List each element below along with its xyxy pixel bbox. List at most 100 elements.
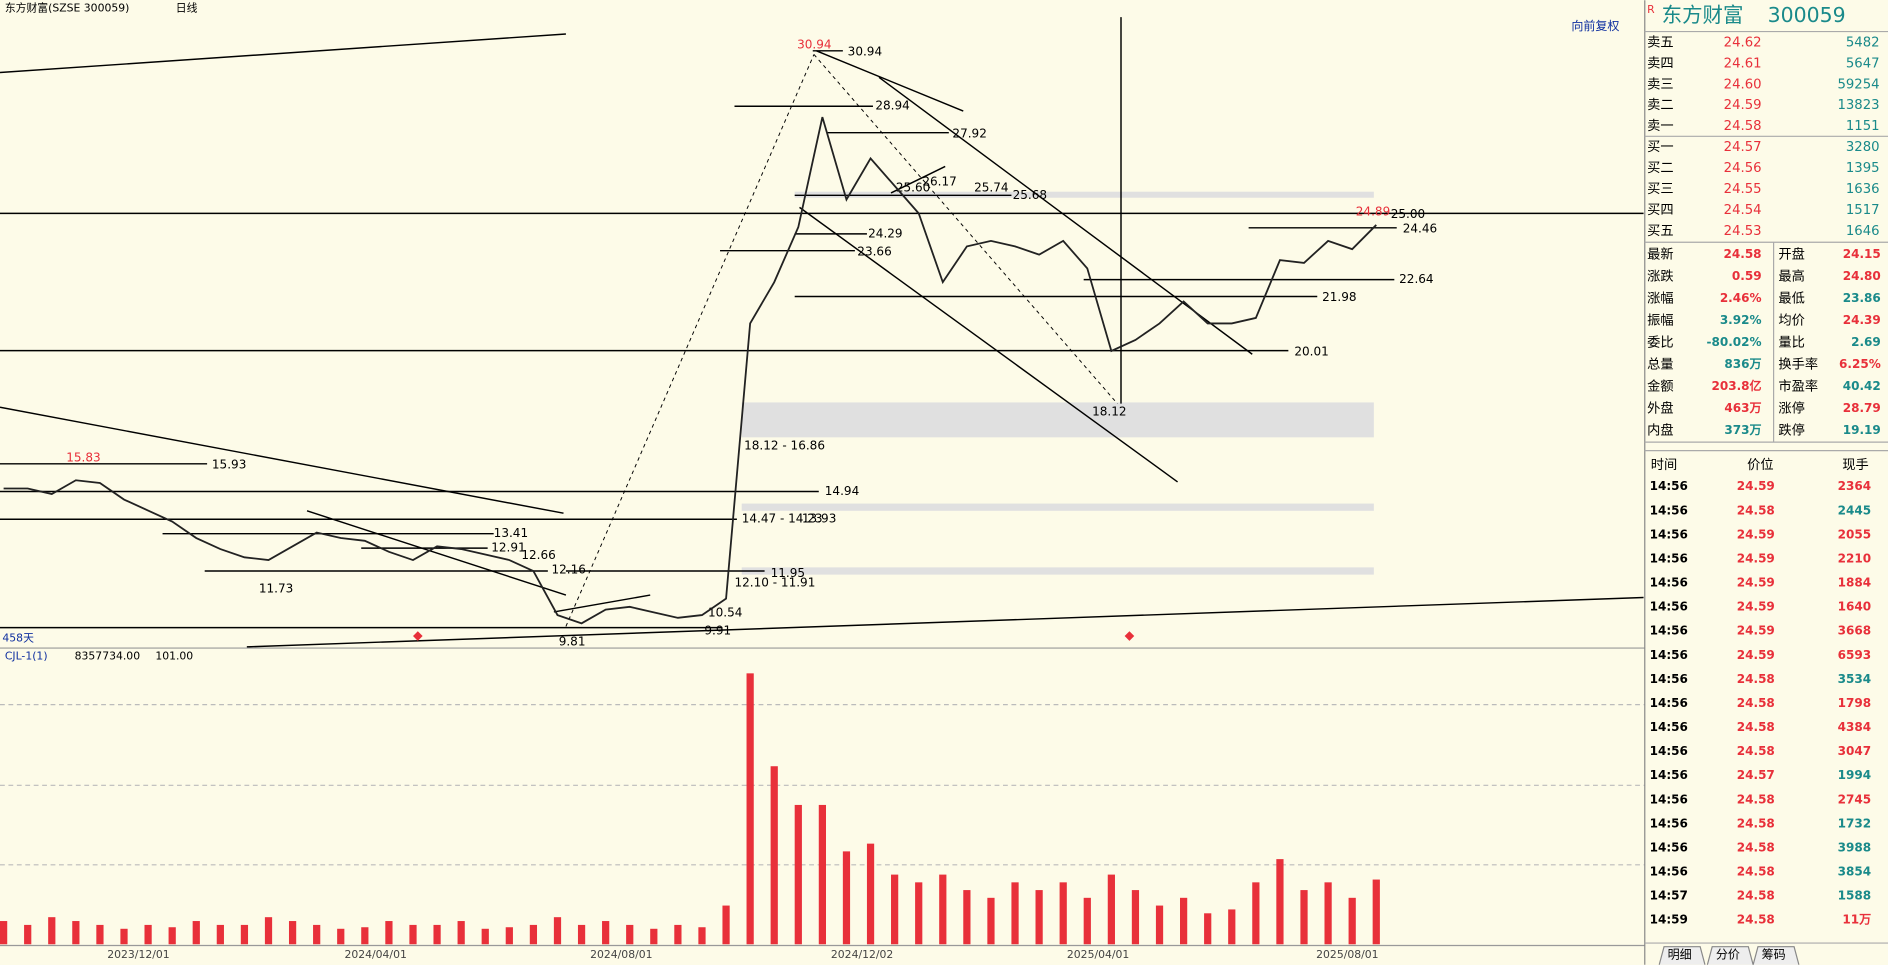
volume-bar (553, 917, 562, 945)
price-annotation: 12.66 (521, 548, 555, 562)
price-annotation: 23.66 (857, 244, 891, 258)
volume-bar (361, 927, 369, 945)
stat-value: 24.58 (1724, 247, 1762, 261)
trade-price: 24.58 (1737, 840, 1775, 854)
stat-label: 均价 (1778, 312, 1804, 328)
trade-volume: 1732 (1838, 816, 1872, 830)
trade-time: 14:56 (1650, 479, 1688, 493)
book-volume: 1395 (1846, 161, 1880, 176)
book-label: 卖二 (1647, 97, 1673, 113)
book-price: 24.57 (1724, 140, 1762, 155)
trade-volume: 1884 (1838, 576, 1872, 590)
book-price: 24.62 (1724, 35, 1762, 50)
indicator-name[interactable]: CJL-1(1) (5, 649, 48, 662)
volume-bar (288, 921, 297, 945)
book-price: 24.60 (1724, 77, 1762, 92)
trade-time: 14:56 (1650, 696, 1688, 710)
trade-volume: 3534 (1838, 672, 1872, 686)
stat-label: 涨停 (1778, 400, 1804, 417)
price-annotation: 15.83 (66, 450, 100, 464)
trade-price: 24.59 (1737, 648, 1775, 662)
volume-bar (529, 924, 538, 945)
trade-price: 24.59 (1737, 527, 1775, 541)
book-volume: 13823 (1837, 98, 1879, 113)
volume-bar (385, 921, 393, 945)
book-label: 卖一 (1647, 118, 1673, 134)
stat-label: 涨跌 (1647, 268, 1673, 284)
price-annotation: 10.54 (708, 606, 742, 620)
stat-label: 委比 (1647, 334, 1673, 350)
tab[interactable]: 筹码 (1762, 948, 1786, 962)
trade-price: 24.58 (1737, 744, 1775, 758)
stat-label: 最高 (1778, 267, 1804, 284)
book-label: 卖五 (1647, 34, 1673, 50)
price-annotation: 18.12 (1092, 405, 1126, 419)
volume-bar (1348, 897, 1356, 945)
volume-bar (1276, 859, 1284, 945)
volume-bar (1131, 890, 1140, 945)
trade-time: 14:57 (1650, 889, 1688, 903)
stat-label: 内盘 (1647, 422, 1673, 439)
price-annotation: 27.92 (952, 126, 986, 140)
price-annotation: 12.16 (551, 562, 585, 576)
tab[interactable]: 分价 (1716, 948, 1740, 962)
trade-volume: 2445 (1838, 503, 1872, 517)
volume-bar (1155, 905, 1164, 945)
volume-bar (698, 927, 706, 945)
r-mark: R (1647, 3, 1655, 16)
book-price: 24.55 (1724, 182, 1762, 197)
trade-time: 14:59 (1650, 913, 1688, 927)
volume-bar (168, 927, 176, 945)
volume-bar (1035, 890, 1043, 945)
volume-bar (313, 924, 321, 945)
volume-bar (1083, 897, 1091, 945)
trade-volume: 11万 (1842, 913, 1871, 927)
volume-bar (818, 804, 826, 945)
book-price: 24.56 (1724, 161, 1762, 176)
trade-price: 24.58 (1737, 865, 1775, 879)
book-volume: 1517 (1846, 203, 1880, 218)
trade-volume: 2210 (1838, 551, 1872, 565)
trade-time: 14:56 (1650, 551, 1688, 565)
tab[interactable]: 明细 (1668, 948, 1692, 962)
volume-bar (1059, 882, 1067, 945)
stat-value: 24.15 (1843, 247, 1881, 261)
price-annotation: 25.74 (974, 181, 1008, 195)
volume-bar (915, 882, 923, 945)
book-volume: 5482 (1846, 35, 1880, 50)
volume-bar (264, 917, 273, 945)
book-label: 买二 (1647, 160, 1673, 176)
price-annotation: 12.91 (491, 541, 525, 555)
trade-time: 14:56 (1650, 768, 1688, 782)
price-annotation: 14.94 (825, 484, 859, 498)
title: 东方财富(SZSE 300059) (5, 1, 130, 15)
stat-value: 373万 (1724, 423, 1761, 437)
stat-value: 463万 (1724, 401, 1761, 415)
volume-bar (1372, 879, 1380, 945)
trade-time: 14:56 (1650, 744, 1688, 758)
book-volume: 59254 (1837, 77, 1879, 92)
stat-label: 外盘 (1647, 400, 1673, 417)
trade-header: 价位 (1747, 457, 1773, 473)
volume-bar (650, 928, 658, 945)
volume-bar (722, 905, 730, 945)
book-label: 卖四 (1647, 55, 1673, 71)
volume-bar (674, 924, 682, 945)
volume-bar (1180, 897, 1188, 945)
volume-bar (939, 874, 947, 945)
trade-price: 24.57 (1737, 768, 1775, 782)
volume-bar (746, 673, 754, 945)
period[interactable]: 日线 (176, 1, 198, 15)
book-volume: 1646 (1846, 224, 1880, 239)
trade-time: 14:56 (1650, 624, 1688, 638)
trade-time: 14:56 (1650, 816, 1688, 830)
trade-volume: 3854 (1838, 865, 1872, 879)
stat-label: 涨幅 (1647, 290, 1673, 306)
stat-label: 开盘 (1778, 245, 1804, 262)
days: 458天 (2, 631, 34, 644)
adjust[interactable]: 向前复权 (1571, 18, 1619, 33)
trade-time: 14:56 (1650, 720, 1688, 734)
trade-time: 14:56 (1650, 600, 1688, 614)
trade-price: 24.58 (1737, 913, 1775, 927)
book-volume: 3280 (1846, 140, 1880, 155)
